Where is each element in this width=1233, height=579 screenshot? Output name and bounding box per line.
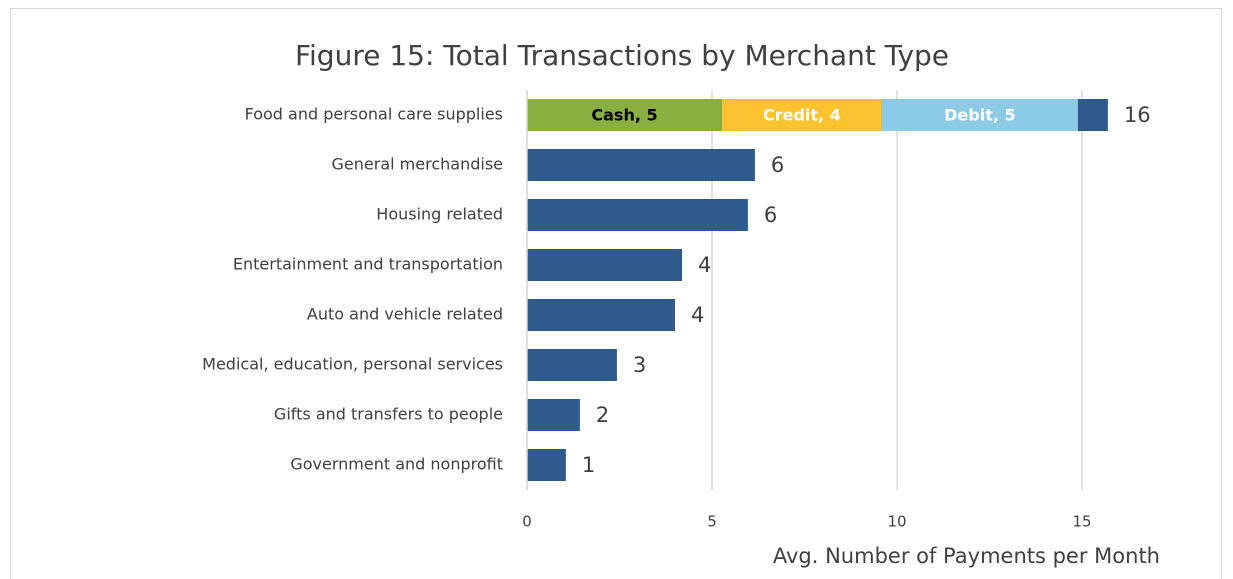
segment-label: Cash, 5 — [591, 106, 657, 125]
bar — [527, 449, 566, 481]
y-tick-label: Auto and vehicle related — [307, 305, 503, 324]
x-tick-label: 10 — [887, 513, 906, 531]
bar — [527, 299, 675, 331]
data-label: 4 — [698, 253, 711, 277]
y-tick-label: Government and nonprofit — [290, 455, 503, 474]
y-tick-label: Entertainment and transportation — [233, 255, 503, 274]
segment-label: Credit, 4 — [763, 106, 841, 125]
bar — [527, 199, 748, 231]
data-label: 4 — [691, 303, 704, 327]
x-tick-label: 15 — [1072, 513, 1091, 531]
y-tick-label: Housing related — [376, 205, 503, 224]
data-label: 3 — [633, 353, 646, 377]
data-label: 1 — [582, 453, 595, 477]
y-tick-label: General merchandise — [332, 155, 503, 174]
x-tick-label: 0 — [522, 513, 532, 531]
data-label: 2 — [596, 403, 609, 427]
data-label: 6 — [771, 153, 784, 177]
segment-label: Debit, 5 — [944, 106, 1016, 125]
bar — [527, 399, 580, 431]
x-tick-label: 5 — [707, 513, 717, 531]
y-tick-label: Medical, education, personal services — [202, 355, 503, 374]
bar-segment — [721, 99, 882, 131]
chart-frame — [10, 8, 1222, 579]
data-label: 16 — [1124, 103, 1151, 127]
bar — [527, 149, 755, 181]
bar — [527, 349, 617, 381]
bar-segment — [527, 99, 722, 131]
bar — [527, 249, 683, 281]
data-label: 6 — [764, 203, 777, 227]
bar-segment — [881, 99, 1078, 131]
y-tick-label: Food and personal care supplies — [245, 105, 503, 124]
x-axis-title: Avg. Number of Payments per Month — [773, 544, 1160, 568]
chart-title: Figure 15: Total Transactions by Merchan… — [295, 39, 949, 72]
y-tick-label: Gifts and transfers to people — [274, 405, 503, 424]
